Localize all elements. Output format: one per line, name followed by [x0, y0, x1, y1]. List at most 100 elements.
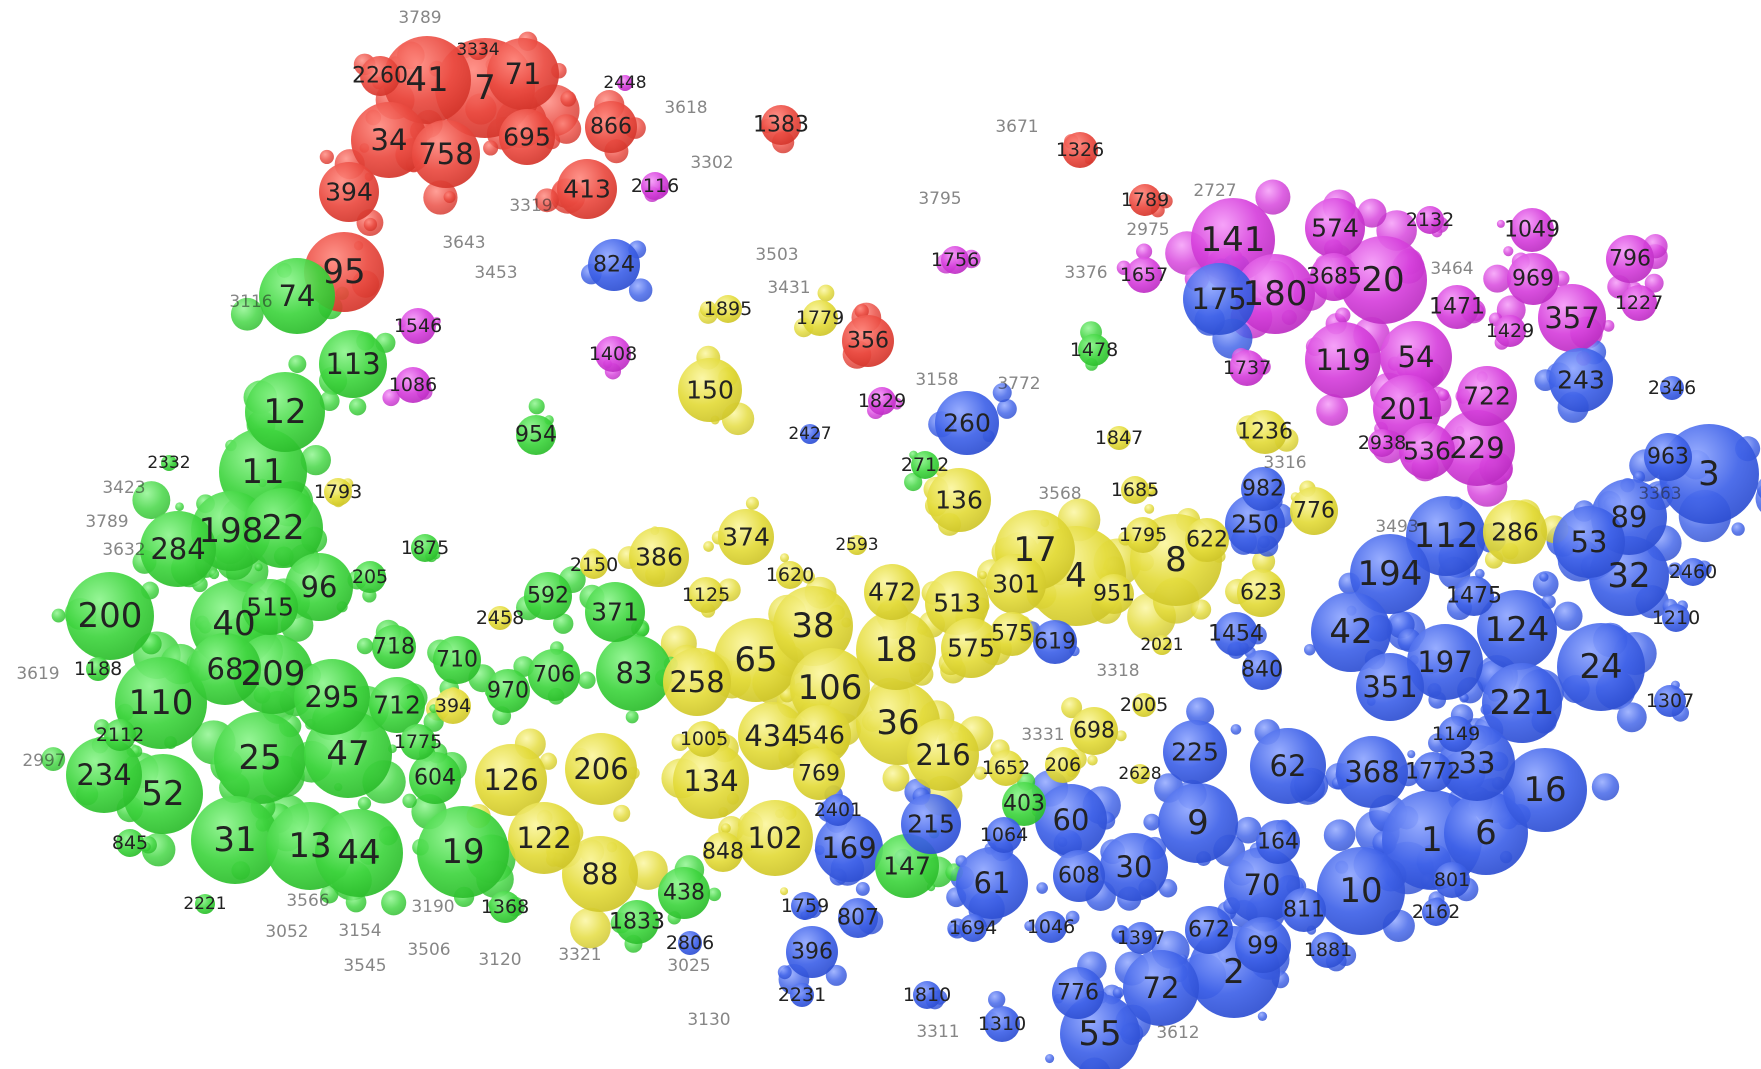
- filler-bubble: [1357, 198, 1387, 228]
- bubble: [1311, 592, 1391, 672]
- filler-bubble: [1616, 702, 1647, 733]
- bubble: [838, 898, 878, 938]
- bubble: [319, 162, 379, 222]
- bubble: [714, 295, 742, 323]
- bubble: [1152, 635, 1172, 655]
- bubble: [1407, 624, 1483, 700]
- bubble: [1434, 862, 1470, 898]
- filler-bubble: [628, 278, 653, 302]
- bubble: [1078, 334, 1110, 366]
- filler-bubble: [628, 850, 668, 890]
- bubble: [1214, 612, 1258, 656]
- bubble-label: 3789: [85, 512, 128, 532]
- bubble-label: 3503: [755, 245, 798, 265]
- bubble: [800, 424, 820, 444]
- filler-bubble: [578, 671, 596, 689]
- bubble: [1033, 620, 1077, 664]
- bubble: [1483, 500, 1547, 564]
- filler-bubble: [1474, 568, 1485, 579]
- bubble: [1606, 235, 1654, 283]
- bubble-label: 3545: [343, 956, 386, 976]
- filler-bubble: [363, 217, 378, 232]
- filler-bubble: [402, 793, 417, 809]
- filler-bubble: [535, 188, 559, 213]
- filler-bubble: [443, 190, 456, 204]
- filler-bubble: [357, 796, 372, 811]
- bubble: [1494, 315, 1526, 347]
- bubble: [1413, 752, 1453, 792]
- bubble-label: 3795: [918, 189, 961, 209]
- bubble-label: 3506: [407, 940, 450, 960]
- bubble-label: 3453: [474, 263, 517, 283]
- bubble: [1235, 917, 1291, 973]
- bubble: [487, 38, 559, 110]
- bubble: [988, 750, 1024, 786]
- bubble-label: 3130: [687, 1010, 730, 1030]
- bubble: [243, 488, 323, 568]
- bubble-label: 2975: [1126, 220, 1169, 240]
- filler-bubble: [1437, 388, 1450, 402]
- bubble: [1224, 847, 1300, 923]
- bubble: [793, 748, 845, 800]
- bubble: [1094, 574, 1134, 614]
- bubble: [1679, 558, 1707, 586]
- bubble: [1399, 423, 1455, 479]
- bubble-label: 3331: [1021, 725, 1064, 745]
- filler-bubble: [1483, 264, 1512, 293]
- bubble: [400, 724, 436, 760]
- bubble-label: 3158: [915, 370, 958, 390]
- bubble: [1368, 429, 1396, 457]
- filler-bubble: [41, 747, 66, 772]
- filler-bubble: [988, 990, 1006, 1009]
- bubble: [1052, 967, 1104, 1019]
- bubble: [1553, 506, 1625, 578]
- bubble: [1310, 932, 1346, 968]
- filler-bubble: [539, 752, 558, 770]
- bubble: [383, 36, 471, 124]
- bubble: [1435, 285, 1479, 329]
- bubble: [1654, 685, 1686, 717]
- bubble: [1406, 496, 1486, 576]
- filler-bubble: [1503, 246, 1514, 257]
- filler-bubble: [288, 355, 307, 374]
- bubble: [508, 802, 580, 874]
- bubble: [1185, 518, 1229, 562]
- bubble: [641, 172, 669, 200]
- bubble: [486, 669, 530, 713]
- bubble: [1242, 650, 1282, 690]
- bubble: [1062, 132, 1098, 168]
- filler-bubble: [1539, 572, 1549, 582]
- bubble: [1439, 410, 1515, 486]
- bubble: [409, 752, 461, 804]
- bubble: [1644, 433, 1692, 481]
- bubble: [907, 719, 979, 791]
- bubble: [1100, 833, 1168, 901]
- filler-bubble: [1304, 643, 1316, 656]
- filler-bubble: [801, 570, 815, 584]
- bubble: [294, 659, 370, 735]
- bubble: [516, 415, 556, 455]
- filler-bubble: [1045, 1053, 1055, 1064]
- bubble: [595, 336, 631, 372]
- bubble: [959, 914, 987, 942]
- bubble: [1380, 321, 1452, 393]
- bubble: [1163, 720, 1227, 784]
- bubble: [1317, 847, 1405, 935]
- bubble: [773, 586, 853, 666]
- bubble: [1250, 728, 1326, 804]
- bubble-label: 3120: [478, 950, 521, 970]
- filler-bubble: [996, 398, 1017, 419]
- bubble: [400, 308, 436, 344]
- bubble: [1158, 783, 1238, 863]
- bubble: [104, 719, 136, 751]
- bubble-label: 3052: [265, 922, 308, 942]
- bubble: [1256, 820, 1300, 864]
- filler-bubble: [1257, 1011, 1268, 1021]
- bubble-label: 3025: [667, 956, 710, 976]
- filler-bubble: [671, 733, 689, 751]
- bubble: [528, 649, 580, 701]
- filler-bubble: [1496, 219, 1505, 228]
- bubble: [822, 794, 854, 826]
- bubble-label: 3671: [995, 117, 1038, 137]
